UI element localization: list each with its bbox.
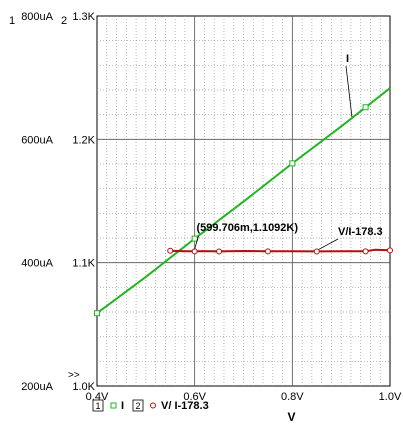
series-line-1: [96, 87, 391, 315]
x-tick-label: 0.8V: [281, 391, 304, 403]
data-point-2: [313, 248, 320, 255]
axis-number-1: 1: [9, 15, 15, 27]
cursor-annotation: (599.706m,1.1092K): [197, 222, 299, 234]
series-label-pointer-i: [345, 65, 353, 118]
series-label-v: V/I-178.3: [338, 226, 383, 238]
y1-tick-label: 200uA: [21, 381, 53, 393]
legend-box-1: [92, 399, 104, 412]
cursor-annotation-pointer: [194, 235, 199, 250]
x-tick-label: 0.6V: [183, 391, 206, 403]
legend-marker-1: [110, 402, 117, 409]
y1-tick-label: 400uA: [21, 258, 53, 270]
y2-tick-label: 1.0K: [72, 381, 95, 393]
legend-index-1: 1: [95, 401, 100, 411]
data-point-2: [216, 248, 223, 255]
x-tick-label: 1.0V: [379, 391, 402, 403]
y2-tick-label: 1.3K: [72, 11, 95, 23]
data-point-2: [264, 248, 271, 255]
y1-tick-label: 600uA: [21, 134, 53, 146]
axis-number-2: 2: [61, 15, 67, 27]
y1-tick-label: 800uA: [21, 11, 53, 23]
legend-index-2: 2: [135, 401, 140, 411]
data-point-2: [387, 247, 393, 254]
data-point-1: [94, 310, 100, 317]
legend-box-2: [132, 399, 144, 412]
data-point-1: [191, 235, 198, 242]
data-point-1: [362, 104, 369, 111]
x-axis-label: V: [287, 410, 295, 424]
series-label-pointer-v: [318, 238, 339, 250]
y2-tick-label: 1.1K: [72, 258, 95, 270]
data-point-2: [167, 247, 174, 254]
series-label-i: I: [346, 53, 349, 65]
data-point-2: [191, 248, 198, 255]
legend-label-1: I: [121, 400, 124, 412]
more-marker: >>: [68, 370, 80, 381]
data-point-1: [289, 160, 296, 167]
legend-label-2: V/ I-178.3: [161, 400, 209, 412]
data-point-2: [362, 248, 369, 255]
y2-tick-label: 1.2K: [72, 134, 95, 146]
legend-marker-2: [150, 402, 156, 409]
